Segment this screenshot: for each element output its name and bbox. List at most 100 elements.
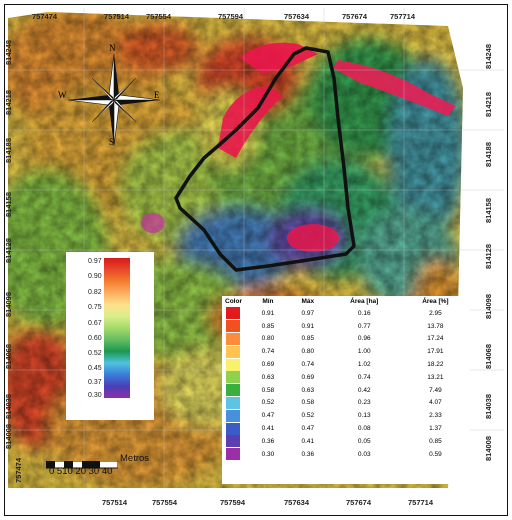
table-cell-area-pct: 2.33 bbox=[429, 412, 442, 420]
study-area-boundary bbox=[174, 46, 356, 272]
table-cell-area-pct: 17.91 bbox=[427, 348, 444, 356]
color-swatch-cell bbox=[222, 435, 248, 448]
coord-label: 757714 bbox=[408, 498, 434, 507]
table-cell-min: 0.36 bbox=[261, 437, 275, 445]
table-cell-max: 0.74 bbox=[301, 361, 315, 369]
table-cell-max: 0.91 bbox=[301, 322, 315, 330]
table-cell-area-ha: 0.42 bbox=[357, 386, 371, 394]
color-swatch bbox=[226, 307, 240, 320]
coord-label: 757674 bbox=[342, 12, 368, 21]
ramp-label: 0.75 bbox=[88, 304, 102, 311]
table-cell-min: 0.91 bbox=[261, 309, 275, 317]
coord-label: 757634 bbox=[284, 12, 310, 21]
table-cell-area-pct: 4.07 bbox=[429, 399, 442, 407]
table-cell-area-ha: 0.05 bbox=[357, 437, 371, 445]
table-cell-area-ha: 0.16 bbox=[357, 309, 371, 317]
column-header: Área [ha] bbox=[350, 298, 379, 305]
color-swatch-cell bbox=[222, 345, 248, 358]
table-cell-area-ha: 0.77 bbox=[357, 322, 371, 330]
table-cell-min: 0.41 bbox=[261, 425, 275, 433]
ramp-label: 0.82 bbox=[88, 289, 102, 296]
color-ramp-legend: 0.97 0.90 0.82 0.75 0.67 0.60 0.52 0.45 … bbox=[66, 252, 154, 420]
column-header: Área [%] bbox=[422, 298, 449, 305]
table-row: 0.74 0.80 1.00 17.91 bbox=[222, 345, 470, 358]
coord-label: 814158 bbox=[484, 197, 494, 224]
color-swatch bbox=[226, 448, 240, 461]
table-cell-max: 0.97 bbox=[301, 309, 315, 317]
coord-label: 814068 bbox=[4, 343, 14, 370]
table-cell-max: 0.58 bbox=[301, 399, 315, 407]
column-header: Máx bbox=[301, 298, 315, 305]
coord-label: 814218 bbox=[484, 91, 494, 118]
coord-label: 814038 bbox=[4, 393, 14, 420]
table-cell-area-ha: 0.96 bbox=[357, 335, 371, 343]
color-swatch bbox=[226, 332, 240, 345]
coord-label: 814128 bbox=[484, 243, 494, 270]
table-cell-area-ha: 0.13 bbox=[357, 412, 371, 420]
ramp-label: 0.37 bbox=[88, 379, 102, 386]
coord-label: 757554 bbox=[152, 498, 178, 507]
table-cell-min: 0.47 bbox=[261, 412, 275, 420]
coord-label: 814218 bbox=[4, 89, 14, 116]
table-cell-min: 0.85 bbox=[261, 322, 275, 330]
table-row: 0.58 0.63 0.42 7.49 bbox=[222, 384, 470, 397]
table-cell-max: 0.47 bbox=[301, 425, 315, 433]
table-cell-area-pct: 0.85 bbox=[429, 437, 442, 445]
ramp-label: 0.52 bbox=[88, 350, 102, 357]
table-header-row: Color Mín Máx Área [ha] Área [%] bbox=[222, 296, 470, 307]
compass-w-label: W bbox=[58, 90, 67, 100]
color-swatch bbox=[226, 345, 240, 358]
coord-label: 757634 bbox=[284, 498, 310, 507]
coord-label: 757674 bbox=[346, 498, 372, 507]
coord-label: 814038 bbox=[484, 393, 494, 420]
color-ramp-gradient bbox=[104, 258, 130, 398]
color-swatch-cell bbox=[222, 448, 248, 461]
table-cell-max: 0.41 bbox=[301, 437, 315, 445]
table-cell-min: 0.30 bbox=[261, 450, 275, 458]
ramp-label: 0.45 bbox=[88, 365, 102, 372]
color-swatch bbox=[226, 422, 240, 435]
table-cell-area-ha: 1.02 bbox=[357, 361, 371, 369]
table-row: 0.80 0.85 0.96 17.24 bbox=[222, 332, 470, 346]
table-row: 0.91 0.97 0.16 2.95 bbox=[222, 307, 470, 320]
coord-label: 814248 bbox=[4, 39, 14, 66]
table-cell-area-pct: 2.95 bbox=[429, 309, 442, 317]
table-row: 0.30 0.36 0.03 0.59 bbox=[222, 448, 470, 461]
table-cell-area-ha: 0.08 bbox=[357, 425, 371, 433]
color-swatch bbox=[226, 371, 240, 384]
table-cell-max: 0.69 bbox=[301, 373, 315, 381]
table-cell-area-ha: 0.74 bbox=[357, 373, 371, 381]
column-header: Color bbox=[225, 298, 242, 305]
table-cell-area-ha: 0.03 bbox=[357, 450, 371, 458]
coord-label: 814068 bbox=[484, 343, 494, 370]
table-cell-max: 0.36 bbox=[301, 450, 315, 458]
table-cell-area-pct: 13.78 bbox=[427, 322, 444, 330]
compass-rose bbox=[67, 53, 161, 147]
coord-label: 757514 bbox=[102, 498, 128, 507]
table-row: 0.52 0.58 0.23 4.07 bbox=[222, 396, 470, 410]
coord-label: 757594 bbox=[218, 12, 244, 21]
coord-label: 757474 bbox=[32, 12, 58, 21]
table-cell-min: 0.52 bbox=[261, 399, 275, 407]
scale-unit-label: Metros bbox=[120, 453, 150, 464]
table-cell-area-pct: 7.49 bbox=[429, 386, 442, 394]
coord-label: 814098 bbox=[4, 291, 14, 318]
coord-label: 814098 bbox=[484, 293, 494, 320]
coord-label: 814188 bbox=[4, 137, 14, 164]
class-area-table: Color Mín Máx Área [ha] Área [%] 0.91 0.9… bbox=[222, 296, 470, 484]
color-swatch bbox=[226, 396, 240, 409]
color-swatch bbox=[226, 384, 240, 397]
ramp-label: 0.60 bbox=[88, 335, 102, 342]
table-cell-area-pct: 0.59 bbox=[429, 450, 442, 458]
coord-label: 814008 bbox=[484, 435, 494, 462]
coord-label: 757474 bbox=[14, 457, 24, 484]
color-swatch-cell bbox=[222, 371, 248, 384]
color-swatch-cell bbox=[222, 307, 248, 320]
compass-n-label: N bbox=[109, 43, 116, 53]
table-row: 0.41 0.47 0.08 1.37 bbox=[222, 422, 470, 435]
compass-s-label: S bbox=[109, 137, 115, 147]
coord-label: 814248 bbox=[484, 43, 494, 70]
table-cell-area-ha: 1.00 bbox=[357, 348, 371, 356]
coord-label: 757514 bbox=[104, 12, 130, 21]
ramp-label: 0.97 bbox=[88, 258, 102, 265]
